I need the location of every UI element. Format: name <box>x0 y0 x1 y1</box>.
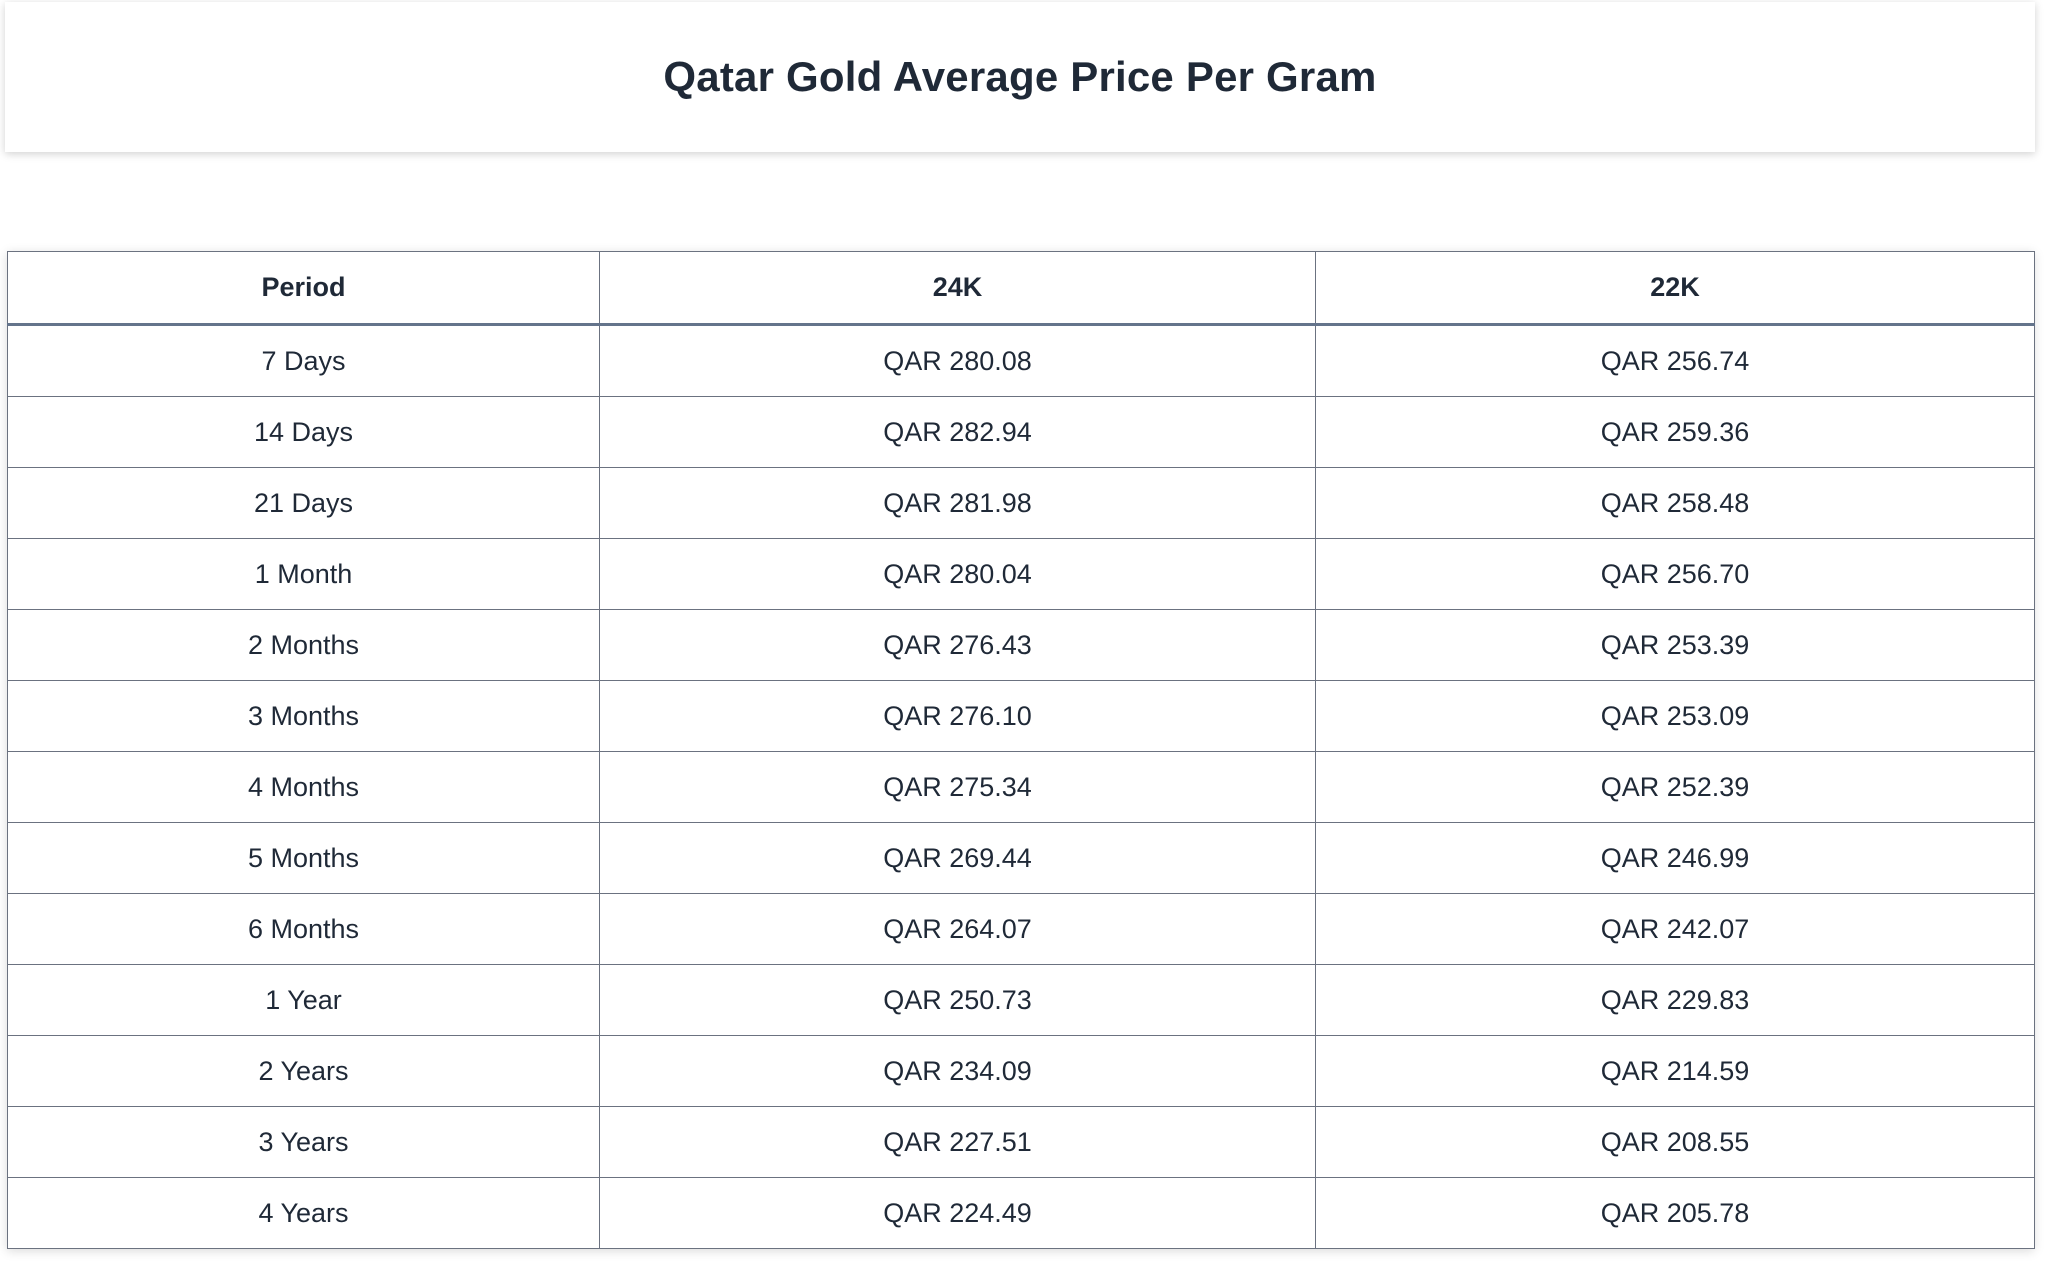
table-row: 5 Months QAR 269.44 QAR 246.99 <box>7 822 2035 894</box>
header-22k: 22K <box>1315 251 2035 326</box>
table-row: 14 Days QAR 282.94 QAR 259.36 <box>7 396 2035 468</box>
price-24k-cell: QAR 269.44 <box>599 822 1316 894</box>
price-24k-cell: QAR 276.10 <box>599 680 1316 752</box>
period-cell: 1 Month <box>7 538 600 610</box>
title-card: Qatar Gold Average Price Per Gram <box>5 2 2035 152</box>
price-22k-cell: QAR 256.74 <box>1315 324 2035 397</box>
price-22k-cell: QAR 256.70 <box>1315 538 2035 610</box>
table-row: 2 Months QAR 276.43 QAR 253.39 <box>7 609 2035 681</box>
price-22k-cell: QAR 229.83 <box>1315 964 2035 1036</box>
table-row: 4 Months QAR 275.34 QAR 252.39 <box>7 751 2035 823</box>
price-22k-cell: QAR 208.55 <box>1315 1106 2035 1178</box>
period-cell: 1 Year <box>7 964 600 1036</box>
header-period: Period <box>7 251 600 326</box>
period-cell: 14 Days <box>7 396 600 468</box>
period-cell: 4 Years <box>7 1177 600 1249</box>
price-22k-cell: QAR 246.99 <box>1315 822 2035 894</box>
price-22k-cell: QAR 252.39 <box>1315 751 2035 823</box>
price-22k-cell: QAR 253.09 <box>1315 680 2035 752</box>
price-22k-cell: QAR 214.59 <box>1315 1035 2035 1107</box>
header-24k: 24K <box>599 251 1316 326</box>
period-cell: 2 Months <box>7 609 600 681</box>
price-24k-cell: QAR 227.51 <box>599 1106 1316 1178</box>
table-row: 1 Month QAR 280.04 QAR 256.70 <box>7 538 2035 610</box>
price-22k-cell: QAR 205.78 <box>1315 1177 2035 1249</box>
price-24k-cell: QAR 276.43 <box>599 609 1316 681</box>
header-row: Period 24K 22K <box>7 251 2035 326</box>
price-24k-cell: QAR 264.07 <box>599 893 1316 965</box>
price-22k-cell: QAR 259.36 <box>1315 396 2035 468</box>
price-table: Period 24K 22K 7 Days QAR 280.08 QAR 256… <box>7 251 2035 1249</box>
table-body: 7 Days QAR 280.08 QAR 256.74 14 Days QAR… <box>7 324 2035 1249</box>
table-row: 3 Months QAR 276.10 QAR 253.09 <box>7 680 2035 752</box>
period-cell: 3 Years <box>7 1106 600 1178</box>
price-24k-cell: QAR 282.94 <box>599 396 1316 468</box>
table-row: 1 Year QAR 250.73 QAR 229.83 <box>7 964 2035 1036</box>
table-row: 21 Days QAR 281.98 QAR 258.48 <box>7 467 2035 539</box>
table-row: 6 Months QAR 264.07 QAR 242.07 <box>7 893 2035 965</box>
price-22k-cell: QAR 242.07 <box>1315 893 2035 965</box>
period-cell: 21 Days <box>7 467 600 539</box>
period-cell: 3 Months <box>7 680 600 752</box>
price-24k-cell: QAR 234.09 <box>599 1035 1316 1107</box>
table-header: Period 24K 22K <box>7 251 2035 326</box>
period-cell: 2 Years <box>7 1035 600 1107</box>
table-row: 3 Years QAR 227.51 QAR 208.55 <box>7 1106 2035 1178</box>
price-24k-cell: QAR 224.49 <box>599 1177 1316 1249</box>
price-22k-cell: QAR 253.39 <box>1315 609 2035 681</box>
price-24k-cell: QAR 275.34 <box>599 751 1316 823</box>
price-22k-cell: QAR 258.48 <box>1315 467 2035 539</box>
period-cell: 6 Months <box>7 893 600 965</box>
period-cell: 5 Months <box>7 822 600 894</box>
period-cell: 7 Days <box>7 324 600 397</box>
price-table-container: Period 24K 22K 7 Days QAR 280.08 QAR 256… <box>7 251 2035 1249</box>
page-title: Qatar Gold Average Price Per Gram <box>663 53 1377 100</box>
table-row: 4 Years QAR 224.49 QAR 205.78 <box>7 1177 2035 1249</box>
table-row: 2 Years QAR 234.09 QAR 214.59 <box>7 1035 2035 1107</box>
price-24k-cell: QAR 281.98 <box>599 467 1316 539</box>
period-cell: 4 Months <box>7 751 600 823</box>
table-row: 7 Days QAR 280.08 QAR 256.74 <box>7 324 2035 397</box>
price-24k-cell: QAR 280.08 <box>599 324 1316 397</box>
price-24k-cell: QAR 280.04 <box>599 538 1316 610</box>
price-24k-cell: QAR 250.73 <box>599 964 1316 1036</box>
